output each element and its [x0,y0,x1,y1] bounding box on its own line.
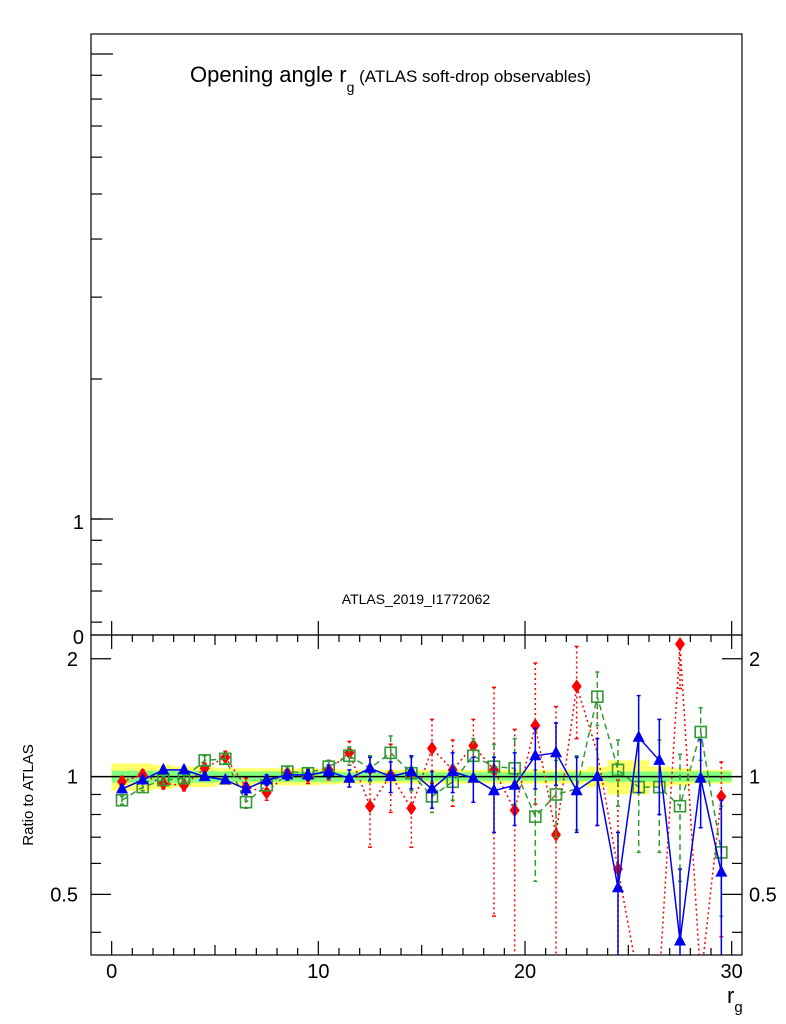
data-point [281,767,294,780]
data-point [591,690,604,703]
chart-title-sub: g [347,79,355,95]
data-point [364,761,376,773]
data-point [549,788,563,801]
data-point [694,725,707,739]
upper-ytick-label-1: 1 [73,512,84,534]
data-point [260,772,273,785]
x-tick-label: 20 [514,961,536,983]
data-point [219,772,232,785]
data-point [240,781,252,794]
data-point [716,789,727,804]
data-point [219,752,232,766]
x-tick-labels: 0 10 20 30 [106,961,743,983]
data-point [694,771,707,783]
ratio-ytick-label-right: 1 [749,767,760,789]
upper-ytick-label-0: 0 [73,627,84,649]
series-line [121,696,723,853]
data-point [406,801,417,816]
ratio-ytick-label-left: 1 [67,767,78,789]
upper-y-ticks [91,53,733,635]
data-point [198,754,211,767]
data-point [675,637,685,652]
ratio-axis-ticks [91,635,742,955]
data-point [343,749,356,763]
data-point [384,746,397,760]
data-point [530,718,541,733]
data-point [136,772,149,785]
data-point [508,778,521,790]
data-point [570,783,583,796]
data-point [239,795,253,809]
analysis-label: ATLAS_2019_I1772062 [342,591,491,607]
series-3 [116,694,728,955]
data-point [673,799,687,813]
data-point [426,781,438,794]
chart-title-main: Opening angle r [190,62,347,87]
ratio-ytick-label-left: 0.5 [50,884,78,906]
data-point [384,769,397,782]
ratio-ytick-labels: 0.5 0.5 1 1 2 2 [50,649,777,907]
ratio-ylabel: Ratio to ATLAS [20,744,37,845]
data-point [116,781,128,794]
x-tick-label: 0 [106,961,117,983]
data-point [343,771,356,783]
x-tick-label: 10 [307,961,329,983]
data-point [715,865,728,877]
data-point [199,761,210,776]
x-axis-label-main: r [727,983,734,1008]
data-point [632,730,645,742]
data-point [427,741,437,756]
data-point [611,763,625,777]
data-point [302,767,314,780]
x-axis-label: rg [727,983,743,1016]
data-point [591,769,604,782]
data-point [550,745,562,758]
data-point [488,783,500,796]
data-point [467,771,480,783]
data-point [612,880,624,893]
data-point [157,773,170,787]
data-point [261,785,272,800]
data-point [446,764,459,777]
data-point [405,764,418,777]
ratio-ytick-label-right: 0.5 [749,884,777,906]
ratio-series [115,635,728,955]
data-point [198,769,211,782]
data-point [157,762,170,775]
data-point [322,764,335,777]
data-point [179,778,189,793]
data-point [529,810,542,823]
ratio-ytick-label-right: 2 [749,649,760,671]
x-tick-label: 30 [721,961,743,983]
data-point [115,793,129,807]
ratio-ytick-label-left: 2 [67,649,78,671]
data-point [365,799,375,814]
series-line [121,735,723,942]
chart-title-suffix: (ATLAS soft-drop observables) [354,67,591,86]
x-axis-label-sub: g [734,999,742,1016]
data-point [674,934,686,946]
data-point [178,762,190,775]
chart-title: Opening angle rg (ATLAS soft-drop observ… [190,62,591,95]
data-point [468,738,479,753]
data-point [529,748,542,761]
data-point [117,774,127,789]
data-point [653,753,666,765]
data-point [571,679,582,694]
ratio-panel: 0.5 0.5 1 1 2 2 0 10 20 30 Ratio to ATLAS rg [20,634,777,1016]
